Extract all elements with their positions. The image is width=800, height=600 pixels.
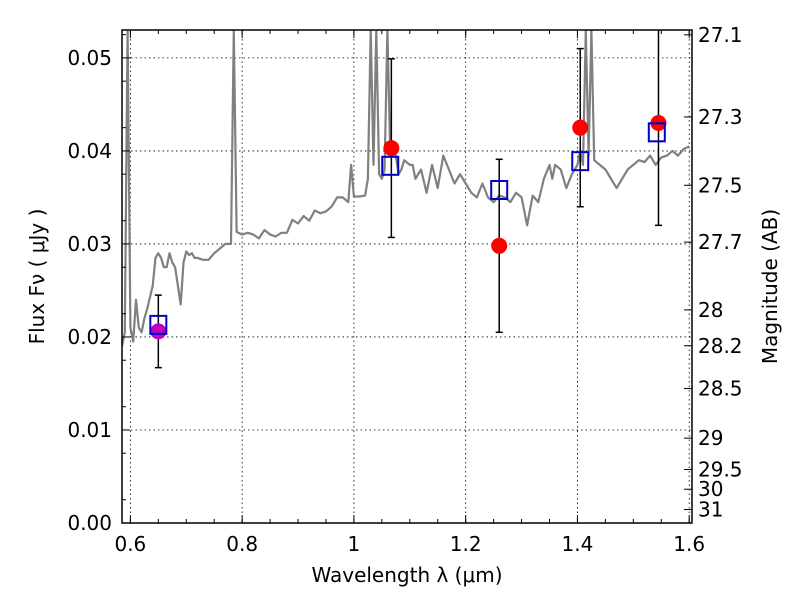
y-tick-label: 0.03 <box>67 232 112 256</box>
plot-data <box>122 30 690 369</box>
y2-tick-label: 27.1 <box>698 23 743 47</box>
y2-tick-label: 31 <box>698 498 723 522</box>
y-tick-label: 0.02 <box>67 325 112 349</box>
data-point <box>383 140 400 157</box>
ticks: 0.6 0.8 1 1.2 1.4 1.6 0.00 0.01 0.02 0.03 0.04 0.05… <box>67 23 742 556</box>
y2-tick-label: 30 <box>698 477 723 501</box>
y2-tick-label: 27.7 <box>698 230 743 254</box>
y-tick-label: 0.05 <box>67 46 112 70</box>
y-tick-label: 0.01 <box>67 418 112 442</box>
y2-tick-label: 27.3 <box>698 105 743 129</box>
model-point <box>571 151 590 172</box>
x-tick-label: 0.6 <box>114 532 146 556</box>
x-tick-label: 1.6 <box>673 532 705 556</box>
y2-tick-label: 28.5 <box>698 377 743 401</box>
x-tick-label: 1.2 <box>450 532 482 556</box>
data-point <box>150 323 167 340</box>
model-point <box>381 155 400 176</box>
y-tick-label: 0.04 <box>67 139 112 163</box>
y2-tick-label: 28 <box>698 298 723 322</box>
model-point <box>149 314 168 335</box>
y2-axis-label: Magnitude (AB) <box>758 209 782 364</box>
x-tick-label: 0.8 <box>226 532 258 556</box>
y2-tick-label: 29 <box>698 426 723 450</box>
y2-tick-label: 27.5 <box>698 173 743 197</box>
plot-frame <box>121 29 693 524</box>
x-tick-label: 1 <box>348 532 361 556</box>
y2-tick-label: 28.2 <box>698 334 743 358</box>
spectrum-line <box>122 30 690 347</box>
x-tick-label: 1.4 <box>562 532 594 556</box>
model-point <box>490 179 509 200</box>
y-axis-label: Flux Fν ( μJy ) <box>25 209 49 345</box>
y-tick-label: 0.00 <box>67 511 112 535</box>
y2-tick-label: 29.5 <box>698 457 743 481</box>
data-point <box>491 237 508 254</box>
data-point <box>572 119 589 136</box>
x-axis-label: Wavelength λ (μm) <box>311 563 502 587</box>
model-point <box>647 122 666 143</box>
grid <box>122 30 692 524</box>
